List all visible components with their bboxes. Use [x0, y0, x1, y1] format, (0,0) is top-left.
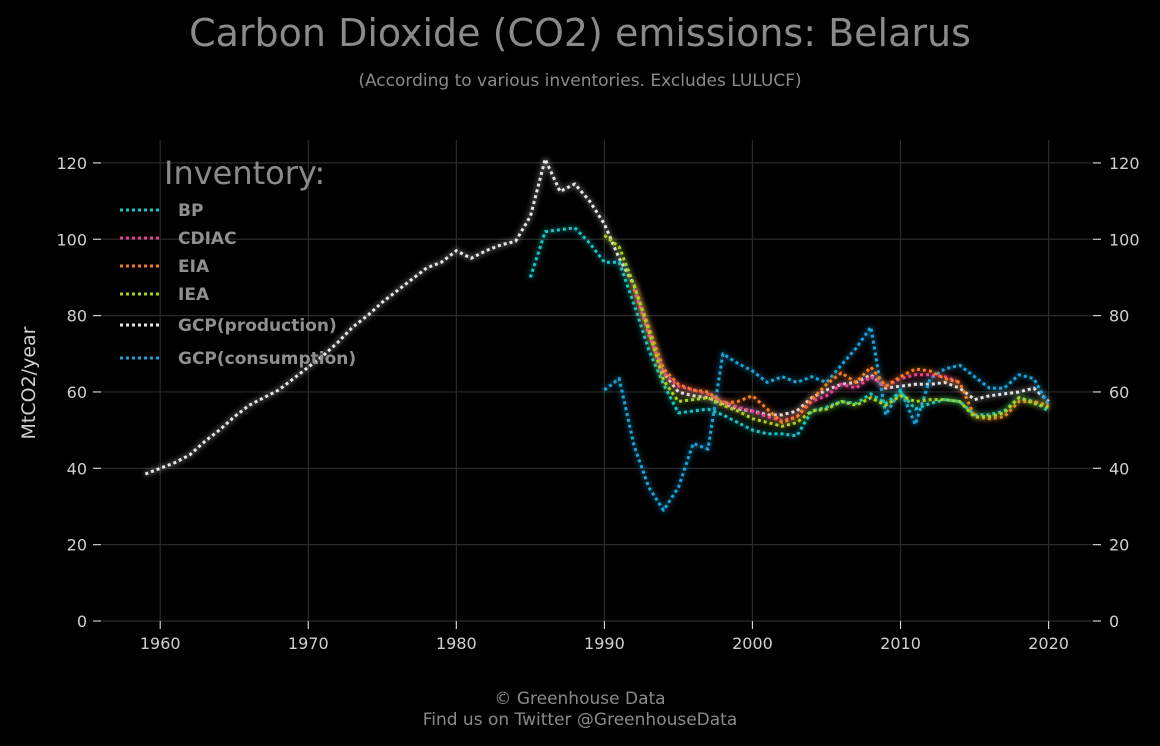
series-line-gcp-consumption — [603, 325, 1050, 512]
x-tick-label: 2020 — [1028, 634, 1069, 653]
x-tick-label: 2010 — [880, 634, 921, 653]
series-line-eia — [632, 284, 1049, 424]
legend-label-gcp-consumption: GCP(consumption) — [178, 349, 356, 369]
x-tick-label: 2000 — [732, 634, 773, 653]
legend: Inventory: BP CDIAC EIA IEA GCP(production) G… — [120, 154, 356, 369]
y-tick-label-left: 100 — [56, 230, 87, 249]
legend-label-iea: IEA — [178, 285, 210, 305]
legend-label-eia: EIA — [178, 257, 210, 277]
y-tick-label-left: 60 — [67, 383, 87, 402]
x-tick-label: 1960 — [140, 634, 181, 653]
grid — [101, 140, 1093, 622]
y-tick-label-left: 20 — [67, 536, 87, 555]
series-line-bp — [528, 226, 1050, 438]
footer-twitter: Find us on Twitter @GreenhouseData — [423, 710, 738, 730]
y-tick-label-right: 80 — [1109, 307, 1129, 326]
y-tick-label-right: 120 — [1109, 154, 1140, 173]
y-tick-label-left: 80 — [67, 307, 87, 326]
series-lines — [144, 157, 1050, 512]
y-tick-label-left: 120 — [56, 154, 87, 173]
series-line-gcp-production — [144, 157, 1050, 476]
y-tick-label-right: 100 — [1109, 230, 1140, 249]
legend-label-gcp-production: GCP(production) — [178, 316, 337, 336]
y-tick-label-left: 0 — [77, 612, 87, 631]
y-tick-label-right: 20 — [1109, 536, 1129, 555]
footer-copyright: © Greenhouse Data — [494, 689, 665, 709]
y-tick-label-left: 40 — [67, 459, 87, 478]
y-axis-label: MtCO2/year — [18, 326, 40, 439]
legend-title: Inventory: — [164, 154, 325, 192]
y-tick-label-right: 0 — [1109, 612, 1119, 631]
series-line-iea — [603, 234, 1049, 428]
chart-subtitle: (According to various inventories. Exclu… — [358, 71, 801, 91]
y-tick-label-right: 60 — [1109, 383, 1129, 402]
x-tick-label: 1970 — [288, 634, 329, 653]
legend-label-bp: BP — [178, 201, 203, 221]
x-tick-label: 1980 — [436, 634, 477, 653]
y-tick-label-right: 40 — [1109, 459, 1129, 478]
legend-label-cdiac: CDIAC — [178, 229, 237, 249]
chart-title: Carbon Dioxide (CO2) emissions: Belarus — [189, 11, 971, 55]
x-tick-label: 1990 — [584, 634, 625, 653]
